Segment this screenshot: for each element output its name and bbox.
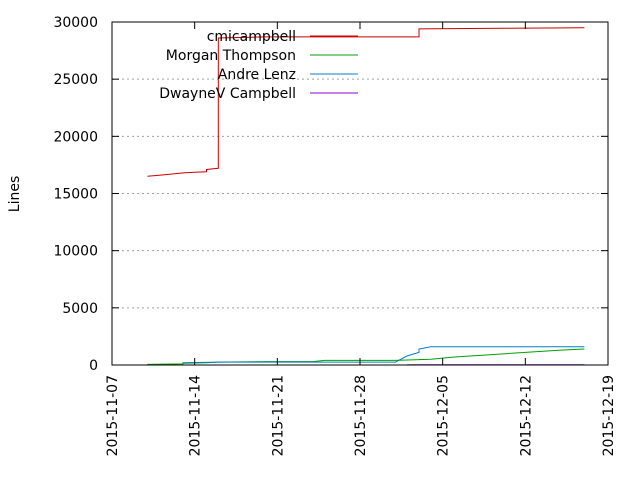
series-line-3 xyxy=(182,346,585,364)
y-tick-label: 15000 xyxy=(53,187,98,203)
legend: cmicampbell Morgan Thompson Andre Lenz Dway… xyxy=(159,29,358,102)
x-tick-label: 2015-12-05 xyxy=(436,375,452,456)
legend-label: Morgan Thompson xyxy=(166,48,296,64)
legend-label: Andre Lenz xyxy=(218,67,296,83)
x-tick-label: 2015-12-19 xyxy=(601,375,617,456)
y-tick-label: 20000 xyxy=(53,129,98,145)
grid-lines xyxy=(112,78,608,309)
y-tick-label: 5000 xyxy=(62,301,98,317)
x-tick-label: 2015-12-12 xyxy=(518,375,534,456)
y-tick-label: 10000 xyxy=(53,244,98,260)
y-tick-label: 0 xyxy=(89,358,98,374)
axis-ticks: 0 5000 10000 15000 20000 25000 30000 2015-11-07… xyxy=(53,15,617,456)
series-line-1 xyxy=(147,27,585,177)
legend-label: DwayneV Campbell xyxy=(159,86,296,102)
x-tick-label: 2015-11-28 xyxy=(353,375,369,456)
y-tick-label: 25000 xyxy=(53,72,98,88)
series-lines xyxy=(147,27,585,366)
y-tick-label: 30000 xyxy=(53,15,98,31)
legend-label: cmicampbell xyxy=(207,29,296,45)
x-tick-label: 2015-11-07 xyxy=(105,375,121,456)
x-tick-label: 2015-11-14 xyxy=(188,375,204,456)
x-tick-label: 2015-11-21 xyxy=(270,375,286,456)
y-axis-title: Lines xyxy=(7,176,23,212)
